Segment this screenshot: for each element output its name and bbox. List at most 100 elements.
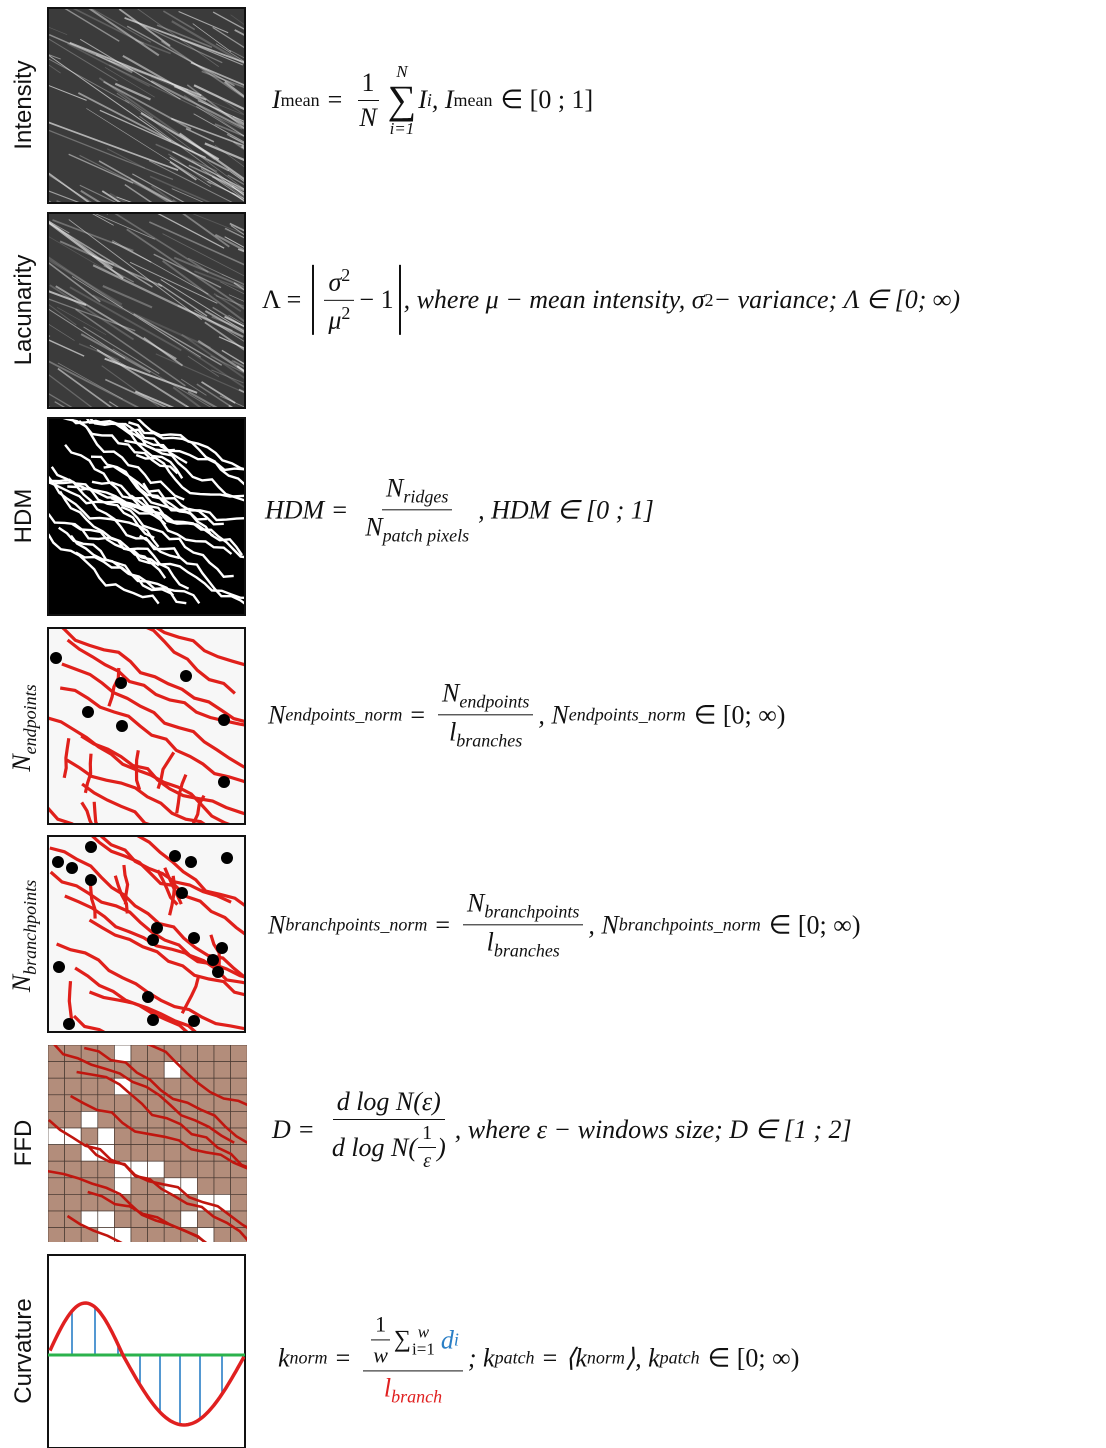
row-label: FFD [10,1120,38,1167]
fiber [239,390,359,448]
branchpoint [188,1015,200,1027]
subscript: norm [290,1348,328,1369]
box [48,1228,65,1245]
row-label: Curvature [10,1298,38,1403]
fiber [240,361,341,430]
box [48,1078,65,1095]
label-text: N [7,975,36,992]
subscript: endpoints [459,692,529,712]
branchpoint [212,966,224,978]
fiber [232,199,347,269]
box [214,1228,231,1245]
subscript: endpoints_norm [569,705,686,726]
box [214,1045,231,1062]
subscript: patch [495,1348,535,1369]
text: − variance; Λ ∈ [0; ∞) [714,285,961,315]
endpoint [115,677,127,689]
row-label: Nbranchpoints [7,880,41,992]
fiber [248,202,288,230]
superscript: 2 [705,290,714,311]
branchpoint [63,1018,75,1030]
fiber [250,0,368,63]
branchpoint [147,934,159,946]
branchpoint [216,942,228,954]
box [81,1194,98,1211]
row-label: Intensity [10,60,38,149]
formula: D = d log N(ε)d log N(1ε) , where ε − wi… [272,1087,852,1173]
box [48,1095,65,1112]
branchpoint [221,852,233,864]
numerator: d log N(ε) [333,1087,445,1120]
term: − 1 [359,285,393,315]
box [131,1045,148,1062]
box [81,1111,98,1128]
symbol: D = [272,1115,315,1145]
text: ⟨k [565,1343,587,1373]
box [48,1145,65,1162]
box [65,1194,82,1211]
sum-sign: ∑ [394,1326,411,1353]
subscript: branchpoints_norm [619,915,761,936]
box [214,1178,231,1195]
subscript: i [454,1329,459,1350]
branchpoint [151,922,163,934]
box [164,1228,181,1245]
text: , where μ − mean intensity, σ [404,285,705,315]
label-text: N [7,754,36,771]
text: ; k [468,1343,495,1373]
box [98,1211,115,1228]
symbol: N [268,910,285,940]
subscript: mean [281,90,320,111]
box [214,1062,231,1079]
endpoint [82,706,94,718]
fiber [246,207,305,232]
range: ∈ [0; ∞) [769,910,861,940]
fiber [245,352,290,375]
symbol: , I [432,85,454,115]
box [114,1128,131,1145]
branchpoint [169,850,181,862]
box [98,1128,115,1145]
denominator: w [369,1340,392,1368]
label-text: HDM [10,489,37,544]
sum-sign: ∑ [388,80,417,120]
denominator: ) [437,1133,446,1163]
symbol: I [272,85,281,115]
branchpoint [53,961,65,973]
sum-limit: i=1 [412,1340,435,1357]
endpoint [50,652,62,664]
fiber [237,0,350,58]
box [148,1194,165,1211]
denominator: N [365,513,382,542]
operator: = [328,85,343,115]
box [231,1045,248,1062]
box [197,1161,214,1178]
box [65,1145,82,1162]
symbol: N [268,700,285,730]
operator: = [410,700,425,730]
label-text: Intensity [10,60,37,149]
sum-limit: i=1 [390,120,415,137]
label-sub: branchpoints [20,880,40,975]
box [48,1194,65,1211]
symbol: Λ = [262,285,301,315]
row-label: HDM [10,489,38,544]
range: ∈ [0; ∞) [694,700,786,730]
subscript: ridges [403,487,448,507]
operator: = [336,1343,351,1373]
text: ⟩, k [625,1343,660,1373]
box [197,1062,214,1079]
box [197,1045,214,1062]
box [48,1161,65,1178]
fiber [247,149,298,169]
denominator: l [487,928,494,957]
denominator: d log N( [332,1133,417,1163]
box [214,1161,231,1178]
curvature-image [48,1255,245,1448]
box [131,1145,148,1162]
box [114,1145,131,1162]
box [48,1211,65,1228]
box [231,1111,248,1128]
